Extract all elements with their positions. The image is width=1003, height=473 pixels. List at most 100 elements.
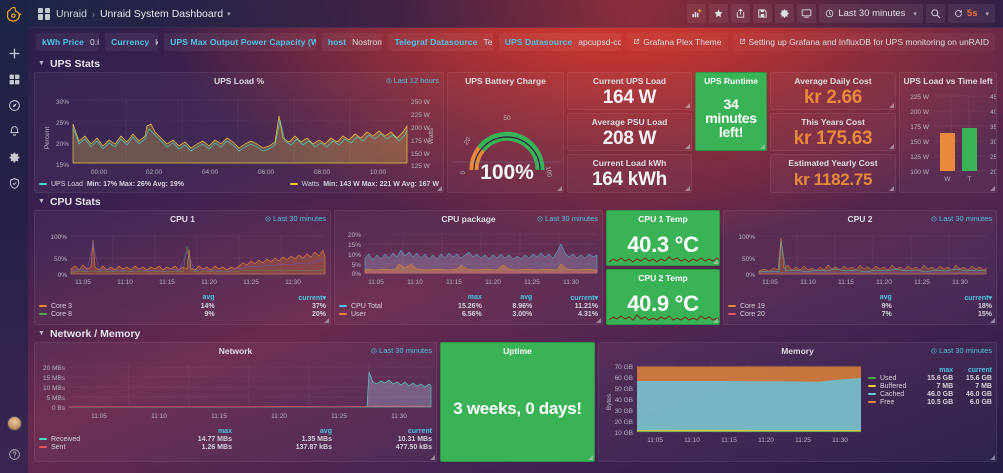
panel-title[interactable]: Current UPS Load <box>592 76 667 86</box>
legend-row[interactable]: Core 19 9% 18% <box>728 302 992 310</box>
panel-cpu-2[interactable]: CPU 2 Last 30 minutes 100% 50% 0% <box>723 210 997 325</box>
legend-header-current[interactable]: current▾ <box>570 294 598 302</box>
variable-value[interactable]: apcupsd-container▾ <box>578 36 622 47</box>
legend-header-current[interactable]: current▾ <box>964 294 992 302</box>
sidebar-item-server-admin[interactable] <box>0 170 28 196</box>
legend-row[interactable]: CPU Total 15.26% 8.96% 11.21% <box>339 302 598 310</box>
legend-row[interactable]: Cached 46.0 GB 46.0 GB <box>868 390 992 398</box>
legend-header-current[interactable]: current <box>407 427 432 435</box>
panel-title[interactable]: UPS Load vs Time left <box>903 76 993 86</box>
panel-current-load-kwh[interactable]: Current Load kWh 164 kWh <box>567 154 692 193</box>
panel-resize-handle[interactable] <box>685 144 690 149</box>
panel-resize-handle[interactable] <box>685 186 690 191</box>
sidebar-item-help[interactable] <box>0 441 28 467</box>
variable-value[interactable]: Telegraf▾ <box>483 36 493 47</box>
add-panel-button[interactable] <box>687 4 707 23</box>
refresh-picker[interactable]: 5s ▾ <box>947 4 995 23</box>
legend-row[interactable]: Core 8 9% 20% <box>39 310 326 318</box>
legend-series-watts[interactable]: Watts Min: 143 W Max: 221 W Avg: 167 W <box>289 181 439 188</box>
breadcrumb-chevron-down-icon[interactable]: ▾ <box>227 10 231 18</box>
panel-resize-handle[interactable] <box>713 259 718 264</box>
panel-title[interactable]: CPU 2 Temp <box>638 273 688 283</box>
mark-favorite-button[interactable] <box>709 4 729 23</box>
panel-memory[interactable]: Memory Last 30 minutes 70 GB 60 GB 50 GB… <box>598 342 997 462</box>
panel-title[interactable]: This Years Cost <box>801 117 865 127</box>
panel-title[interactable]: Memory <box>781 346 814 356</box>
legend-row[interactable]: Received 14.77 MBs 1.35 MBs 10.31 MBs <box>39 435 432 443</box>
panel-resize-handle[interactable] <box>588 455 593 460</box>
panel-title[interactable]: Estimated Yearly Cost <box>788 158 878 168</box>
variable-value[interactable]: Nostromo▾ <box>352 36 383 47</box>
sidebar-item-create[interactable] <box>0 40 28 66</box>
panel-title[interactable]: Current Load kWh <box>592 158 667 168</box>
legend-header-max[interactable]: max <box>939 366 954 374</box>
panel-estimated-yearly-cost[interactable]: Estimated Yearly Cost kr 1182.75 <box>770 154 896 193</box>
save-dashboard-button[interactable] <box>753 4 773 23</box>
variable-telegraf-datasource[interactable]: Telegraf Datasource Telegraf▾ <box>388 32 493 51</box>
panel-title[interactable]: Average Daily Cost <box>794 76 872 86</box>
panel-resize-handle[interactable] <box>990 186 995 191</box>
legend-row[interactable]: Sent 1.26 MBs 137.87 kBs 477.50 kBs <box>39 443 432 451</box>
legend-header-avg[interactable]: avg <box>319 427 332 435</box>
ups-monitoring-guide-link[interactable]: Setting up Grafana and InfluxDB for UPS … <box>732 32 995 51</box>
panel-title[interactable]: Uptime <box>503 346 532 356</box>
panel-title[interactable]: UPS Battery Charge <box>465 76 546 86</box>
legend-row[interactable]: Core 3 14% 37% <box>39 302 326 310</box>
share-dashboard-button[interactable] <box>731 4 751 23</box>
panel-resize-handle[interactable] <box>889 186 894 191</box>
panel-current-ups-load[interactable]: Current UPS Load 164 W <box>567 72 692 110</box>
panel-title[interactable]: CPU package <box>441 214 496 224</box>
breadcrumb-root[interactable]: Unraid <box>56 7 87 20</box>
panel-ups-load-percent[interactable]: UPS Load % Last 12 hours 30% 25% 20% 15%… <box>34 72 444 193</box>
panel-resize-handle[interactable] <box>713 318 718 323</box>
panel-cpu-package[interactable]: CPU package Last 30 minutes 20% 15% 10% … <box>334 210 603 325</box>
dashboard-settings-button[interactable] <box>775 4 795 23</box>
panel-resize-handle[interactable] <box>685 103 690 108</box>
variable-kwh-price[interactable]: kWh Price 0.65▾ <box>36 32 100 51</box>
legend-header-avg[interactable]: avg <box>520 294 533 301</box>
panel-title[interactable]: CPU 2 <box>847 214 873 224</box>
legend-row[interactable]: User 6.56% 3.00% 4.31% <box>339 310 598 318</box>
legend-series-ups-load[interactable]: UPS Load Min: 17% Max: 26% Avg: 19% <box>39 181 184 188</box>
zoom-out-time-range-button[interactable] <box>925 4 945 23</box>
sidebar-item-alerting[interactable] <box>0 118 28 144</box>
panel-title[interactable]: CPU 1 Temp <box>638 214 688 224</box>
panel-ups-load-vs-time-left[interactable]: UPS Load vs Time left 225 W 200 W 175 W … <box>899 72 997 193</box>
legend-row[interactable]: Core 20 7% 15% <box>728 310 992 318</box>
panel-resize-handle[interactable] <box>430 455 435 460</box>
legend-header-avg[interactable]: avg <box>879 294 892 301</box>
panel-ups-battery-charge[interactable]: UPS Battery Charge 50 20 0 100 100% <box>447 72 564 193</box>
variable-host[interactable]: host Nostromo▾ <box>321 32 383 51</box>
panel-resize-handle[interactable] <box>437 186 442 191</box>
legend-row[interactable]: Used 15.6 GB 15.6 GB <box>868 374 992 382</box>
panel-ups-runtime[interactable]: UPS Runtime 34 minutes left! <box>695 72 767 151</box>
legend-row[interactable]: Free 10.5 GB 6.0 GB <box>868 398 992 406</box>
panel-network[interactable]: Network Last 30 minutes 20 MBs 15 MBs 10… <box>34 342 437 462</box>
panel-resize-handle[interactable] <box>596 318 601 323</box>
panel-resize-handle[interactable] <box>990 455 995 460</box>
panel-average-psu-load[interactable]: Average PSU Load 208 W <box>567 113 692 151</box>
panel-cpu-2-temp[interactable]: CPU 2 Temp 40.9 °C <box>606 269 720 325</box>
cycle-view-mode-button[interactable] <box>797 4 817 23</box>
variable-value[interactable]: kr▾ <box>155 36 159 47</box>
panel-average-daily-cost[interactable]: Average Daily Cost kr 2.66 <box>770 72 896 110</box>
sidebar-item-configuration[interactable] <box>0 144 28 170</box>
legend-header-max[interactable]: max <box>467 294 482 301</box>
variable-ups-datasource[interactable]: UPS Datasource apcupsd-container▾ <box>498 32 622 51</box>
avatar[interactable] <box>6 416 22 431</box>
sidebar-item-dashboards[interactable] <box>0 66 28 92</box>
panel-uptime[interactable]: Uptime 3 weeks, 0 days! <box>440 342 595 462</box>
legend-header-avg[interactable]: avg <box>202 294 215 301</box>
grafana-logo-icon[interactable] <box>0 0 28 28</box>
panel-cpu-1[interactable]: CPU 1 Last 30 minutes 100% 50% 0% <box>34 210 331 325</box>
panel-cpu-1-temp[interactable]: CPU 1 Temp 40.3 °C <box>606 210 720 266</box>
row-header-cpu-stats[interactable]: ▼ CPU Stats <box>34 193 997 210</box>
panel-resize-handle[interactable] <box>557 186 562 191</box>
panel-resize-handle[interactable] <box>990 318 995 323</box>
time-range-picker[interactable]: Last 30 minutes ▾ <box>819 4 923 23</box>
row-header-ups-stats[interactable]: ▼ UPS Stats <box>34 55 997 72</box>
legend-header-current[interactable]: current▾ <box>298 294 326 302</box>
panel-title[interactable]: UPS Load % <box>213 76 265 86</box>
breadcrumb-current[interactable]: Unraid System Dashboard <box>99 7 224 20</box>
panel-resize-handle[interactable] <box>889 103 894 108</box>
